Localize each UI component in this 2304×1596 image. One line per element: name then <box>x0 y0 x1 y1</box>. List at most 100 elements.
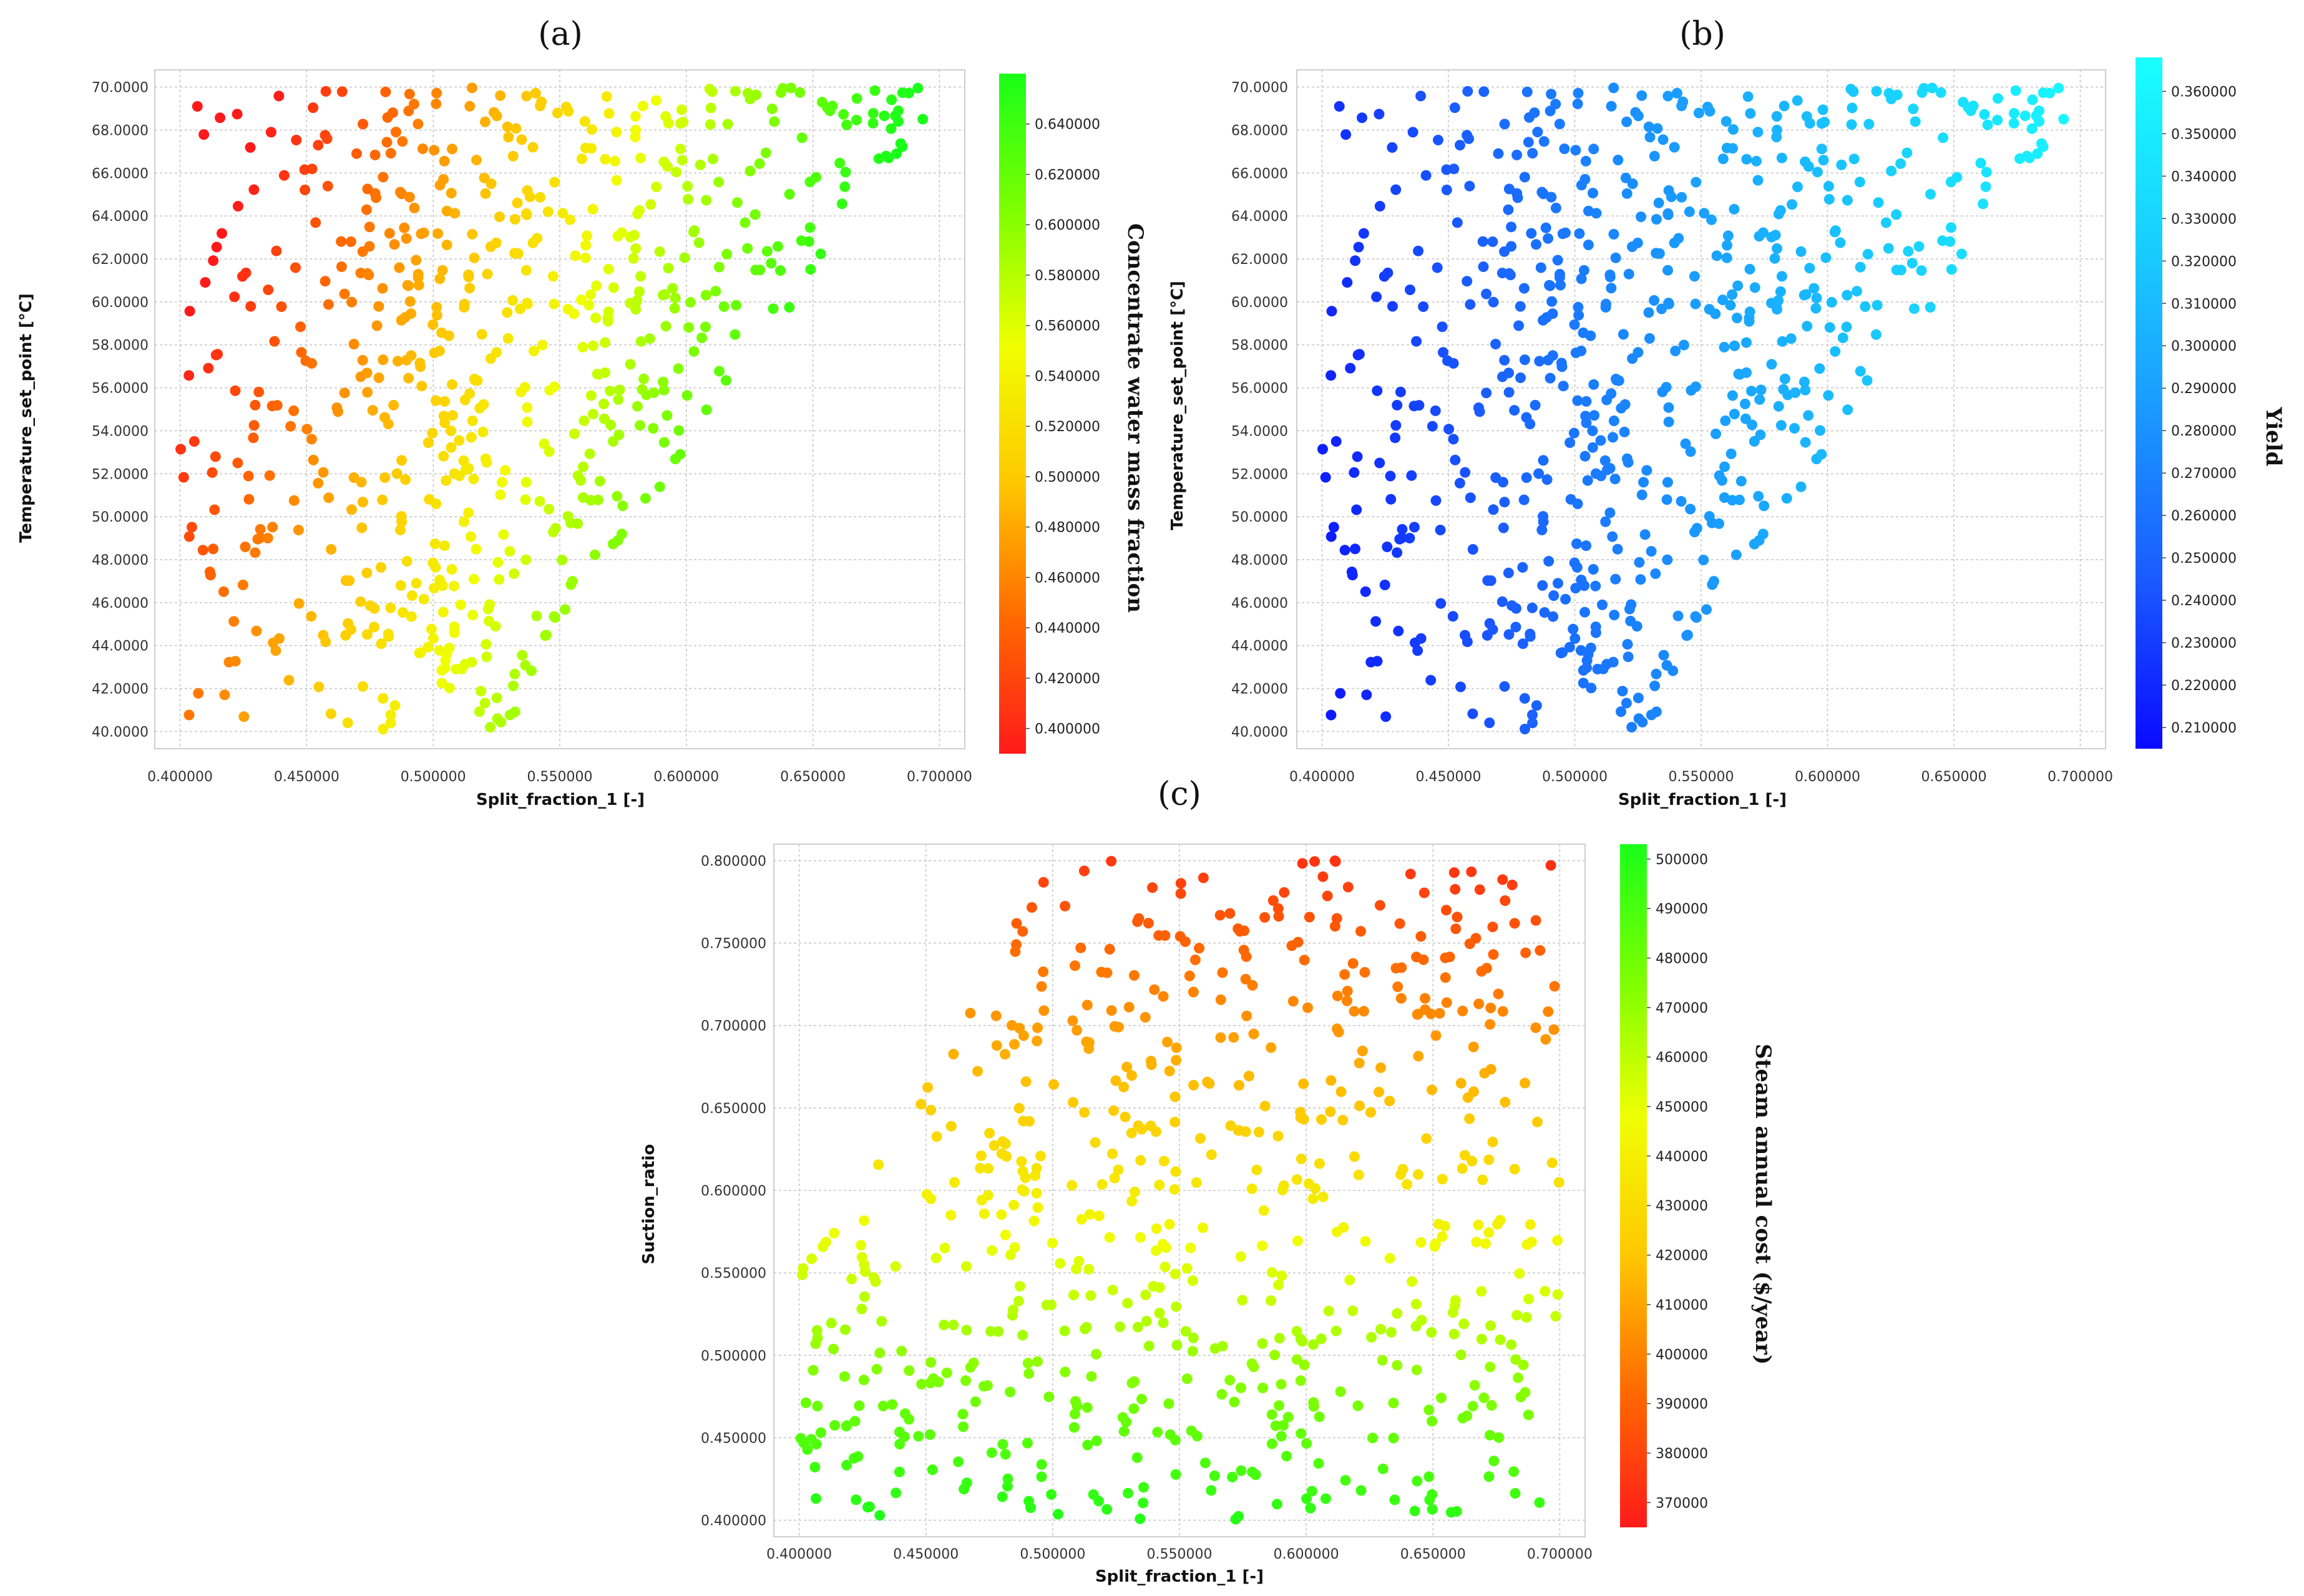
scatter-point <box>1946 264 1957 275</box>
colorbar-tick-label: 400000 <box>1656 1347 1708 1363</box>
scatter-point <box>1548 611 1559 622</box>
scatter-point <box>1545 280 1556 291</box>
scatter-point <box>1350 255 1361 266</box>
scatter-point <box>1171 1301 1182 1312</box>
scatter-point <box>427 427 438 439</box>
scatter-point <box>1295 1112 1306 1123</box>
scatter-point <box>1600 516 1611 527</box>
scatter-point <box>1817 104 1828 115</box>
scatter-point <box>1175 878 1186 889</box>
scatter-point <box>1462 276 1473 287</box>
scatter-point <box>1096 1179 1108 1190</box>
scatter-point <box>313 477 324 489</box>
scatter-point <box>1342 277 1353 288</box>
scatter-point <box>1022 1358 1033 1369</box>
scatter-point <box>1823 390 1834 401</box>
scatter-point <box>1017 1330 1028 1341</box>
scatter-point <box>1425 674 1437 686</box>
scatter-point <box>552 107 563 119</box>
scatter-point <box>1556 361 1568 372</box>
scatter-point <box>320 85 331 97</box>
scatter-point <box>502 307 513 318</box>
scatter-point <box>369 603 380 614</box>
scatter-point <box>749 209 761 220</box>
scatter-point <box>867 108 879 119</box>
scatter-point <box>1361 689 1372 701</box>
scatter-point <box>1106 1005 1117 1016</box>
scatter-point <box>1081 1402 1093 1413</box>
scatter-point <box>1413 245 1424 256</box>
scatter-point <box>876 1316 887 1327</box>
scatter-point <box>671 167 682 178</box>
scatter-point <box>1527 148 1538 159</box>
scatter-point <box>383 631 394 642</box>
scatter-point <box>387 107 398 119</box>
scatter-point <box>1981 167 1992 178</box>
scatter-point <box>373 301 384 312</box>
scatter-point <box>549 177 560 188</box>
scatter-point <box>1069 1408 1080 1419</box>
scatter-point <box>1730 549 1742 560</box>
scatter-point <box>1523 1409 1534 1421</box>
scatter-point <box>576 153 587 165</box>
scatter-point <box>1601 659 1613 669</box>
scatter-point <box>635 420 645 431</box>
scatter-point <box>1517 562 1528 573</box>
scatter-point <box>673 363 684 374</box>
scatter-point <box>1735 475 1747 487</box>
scatter-point <box>550 523 561 534</box>
scatter-point <box>264 470 275 481</box>
scatter-point <box>1447 611 1458 622</box>
scatter-point <box>939 1320 950 1330</box>
scatter-point <box>997 1439 1008 1450</box>
scatter-point <box>1509 918 1520 929</box>
scatter-point <box>485 722 496 732</box>
scatter-point <box>1344 1275 1355 1286</box>
scatter-point <box>1445 1507 1457 1518</box>
scatter-point <box>1503 204 1514 215</box>
scatter-point <box>1053 1509 1063 1520</box>
scatter-point <box>1779 373 1790 384</box>
scatter-point <box>384 228 395 239</box>
scatter-point <box>1855 366 1866 377</box>
scatter-point <box>512 248 524 259</box>
scatter-point <box>1267 895 1279 906</box>
scatter-point <box>1588 144 1599 155</box>
scatter-point <box>1527 718 1538 729</box>
scatter-point <box>1301 1438 1312 1449</box>
scatter-point <box>1623 651 1634 663</box>
scatter-point <box>1450 454 1461 465</box>
scatter-point <box>1815 425 1825 436</box>
scatter-point <box>471 543 482 555</box>
scatter-point <box>1083 1263 1095 1275</box>
scatter-point <box>1266 1267 1277 1278</box>
scatter-point <box>718 301 730 312</box>
scatter-point <box>1370 616 1381 627</box>
scatter-point <box>449 580 459 591</box>
scatter-point <box>1351 504 1362 515</box>
scatter-point <box>478 399 489 410</box>
scatter-point <box>632 295 643 306</box>
scatter-point <box>766 104 778 114</box>
scatter-point <box>1496 268 1508 279</box>
scatter-point <box>232 457 243 469</box>
y-tick-label: 48.0000 <box>1231 553 1288 568</box>
scatter-point <box>1185 1242 1196 1253</box>
y-tick-label: 50.0000 <box>92 510 149 525</box>
scatter-point <box>903 87 914 99</box>
scatter-point <box>1108 1105 1119 1116</box>
scatter-point <box>922 1082 934 1093</box>
scatter-point <box>1106 1148 1118 1159</box>
scatter-point <box>521 90 532 102</box>
scatter-point <box>1543 233 1554 244</box>
scatter-point <box>714 366 725 377</box>
scatter-point <box>1206 1149 1217 1161</box>
scatter-point <box>1273 1280 1284 1290</box>
scatter-point <box>1503 387 1515 398</box>
scatter-point <box>1499 119 1510 130</box>
scatter-point <box>447 410 458 421</box>
scatter-point <box>500 465 511 476</box>
scatter-point <box>1308 1397 1319 1408</box>
scatter-point <box>1588 379 1599 390</box>
scatter-point <box>991 1040 1002 1051</box>
